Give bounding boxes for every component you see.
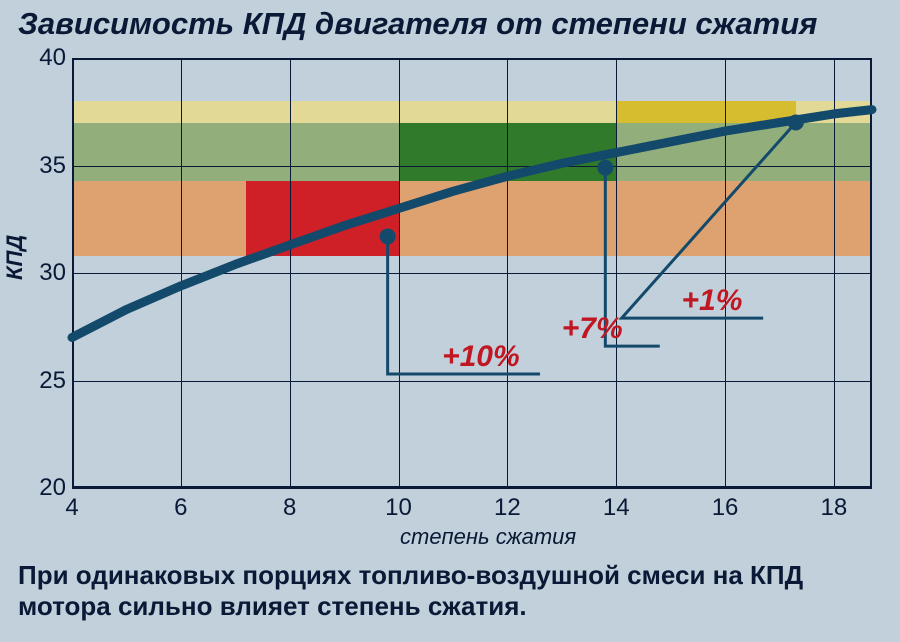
x-tick-label: 6 <box>174 494 187 522</box>
x-tick-label: 8 <box>283 494 296 522</box>
x-tick-label: 14 <box>603 494 630 522</box>
y-tick-label: 25 <box>39 367 66 395</box>
y-tick-label: 40 <box>39 44 66 72</box>
annotation-label: +10% <box>442 340 520 374</box>
chart-title: Зависимость КПД двигателя от степени сжа… <box>18 6 817 42</box>
chart-container: Зависимость КПД двигателя от степени сжа… <box>0 0 900 642</box>
y-tick-label: 35 <box>39 152 66 180</box>
grid-line-h <box>72 488 872 489</box>
x-tick-label: 4 <box>65 494 78 522</box>
x-tick-label: 12 <box>494 494 521 522</box>
y-axis-label: КПД <box>2 235 28 280</box>
svg-layer <box>72 58 872 488</box>
plot-area <box>72 58 872 488</box>
y-tick-label: 30 <box>39 259 66 287</box>
annotation-marker <box>380 228 396 244</box>
chart-caption: При одинаковых порциях топливо-воздушной… <box>18 560 878 622</box>
x-axis-label: степень сжатия <box>400 524 576 550</box>
annotation-marker <box>788 115 804 131</box>
annotation-label: +1% <box>682 284 743 318</box>
x-tick-label: 18 <box>821 494 848 522</box>
x-tick-label: 10 <box>385 494 412 522</box>
annotation-label: +7% <box>562 312 623 346</box>
kpd-curve <box>72 110 872 338</box>
y-tick-label: 20 <box>39 474 66 502</box>
annotation-marker <box>597 160 613 176</box>
x-tick-label: 16 <box>712 494 739 522</box>
